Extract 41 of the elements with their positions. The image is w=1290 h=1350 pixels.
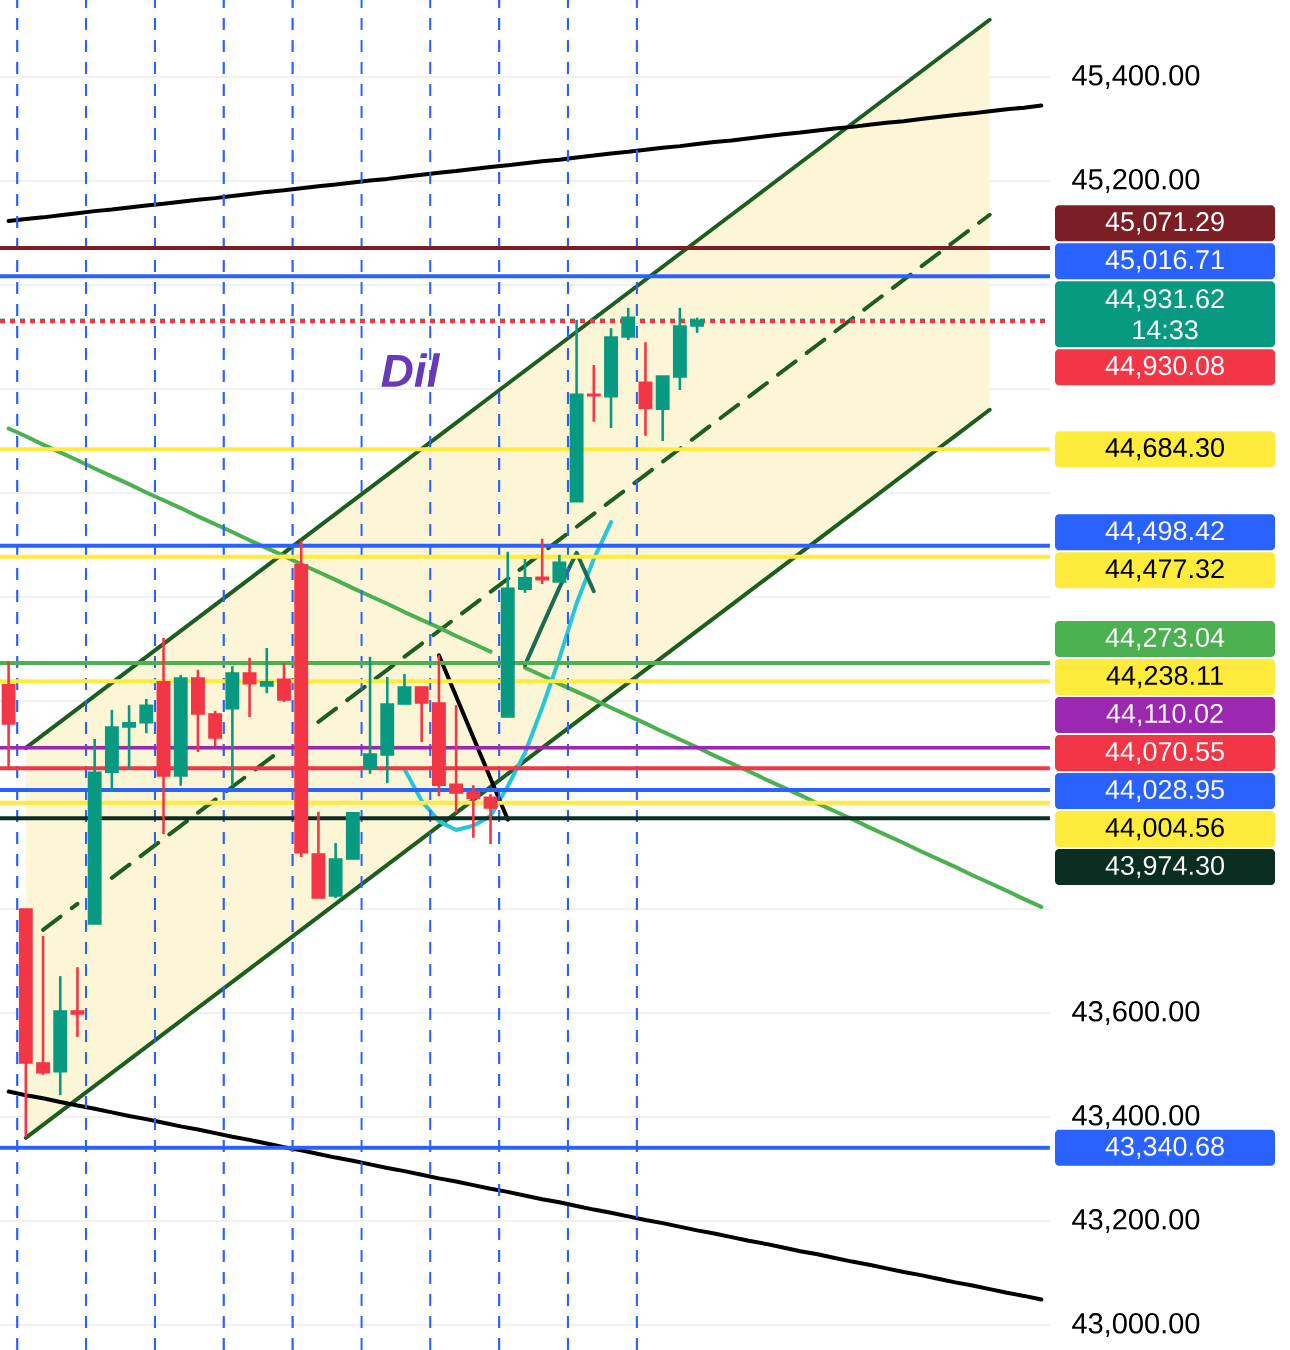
ref-line-label: 44,028.95: [1105, 779, 1224, 803]
candlestick: [259, 646, 274, 695]
candlestick: [466, 783, 481, 840]
ref-line-label: 43,340.68: [1105, 1136, 1224, 1160]
ref-line-label: 44,273.04: [1105, 627, 1225, 651]
y-tick-label: 43,200.00: [1072, 1209, 1200, 1234]
candlestick: [586, 363, 601, 424]
ref-line-label: 44,498.42: [1105, 521, 1224, 544]
candlestick: [621, 306, 636, 342]
ref-line-label: 44,238.11: [1106, 665, 1223, 689]
candlestick: [208, 709, 223, 748]
ref-line-label: 43,974.30: [1105, 855, 1224, 879]
y-tick-label: 45,400.00: [1072, 64, 1200, 89]
candlestick: [397, 672, 412, 706]
ref-line-label: 44,110.02: [1106, 703, 1223, 727]
candlestick: [414, 685, 429, 744]
candlestick: [552, 553, 567, 584]
y-tick-label: 43,600.00: [1072, 1001, 1200, 1025]
ref-line-label: 45,016.71: [1105, 250, 1224, 273]
line-series: [522, 550, 596, 668]
candlestick: [483, 792, 498, 846]
ref-line-label: 44,004.56: [1105, 817, 1224, 841]
ref-line-label: 44,931.62 14:33: [1105, 289, 1224, 340]
candlestick: [535, 537, 550, 586]
candlestick: [70, 965, 85, 1039]
y-tick-label: 43,400.00: [1072, 1105, 1200, 1130]
candlestick: [139, 697, 154, 735]
candlestick: [122, 703, 137, 771]
ref-line-label: 44,684.30: [1105, 437, 1224, 461]
annotation: Dil: [381, 353, 441, 387]
candlestick: [363, 655, 377, 776]
y-tick-label: 43,000.00: [1072, 1313, 1200, 1338]
candlestick: [277, 661, 291, 704]
ref-line-label: 44,930.08: [1105, 356, 1224, 379]
candlestick: [518, 557, 532, 595]
y-tick-label: 45,200.00: [1072, 168, 1200, 193]
ref-line-label: 44,477.32: [1105, 559, 1224, 582]
candlestick: [36, 934, 50, 1077]
candlestick: [242, 656, 257, 719]
ref-line-label: 44,070.55: [1105, 741, 1224, 765]
ref-line-label: 45,071.29: [1105, 212, 1224, 235]
